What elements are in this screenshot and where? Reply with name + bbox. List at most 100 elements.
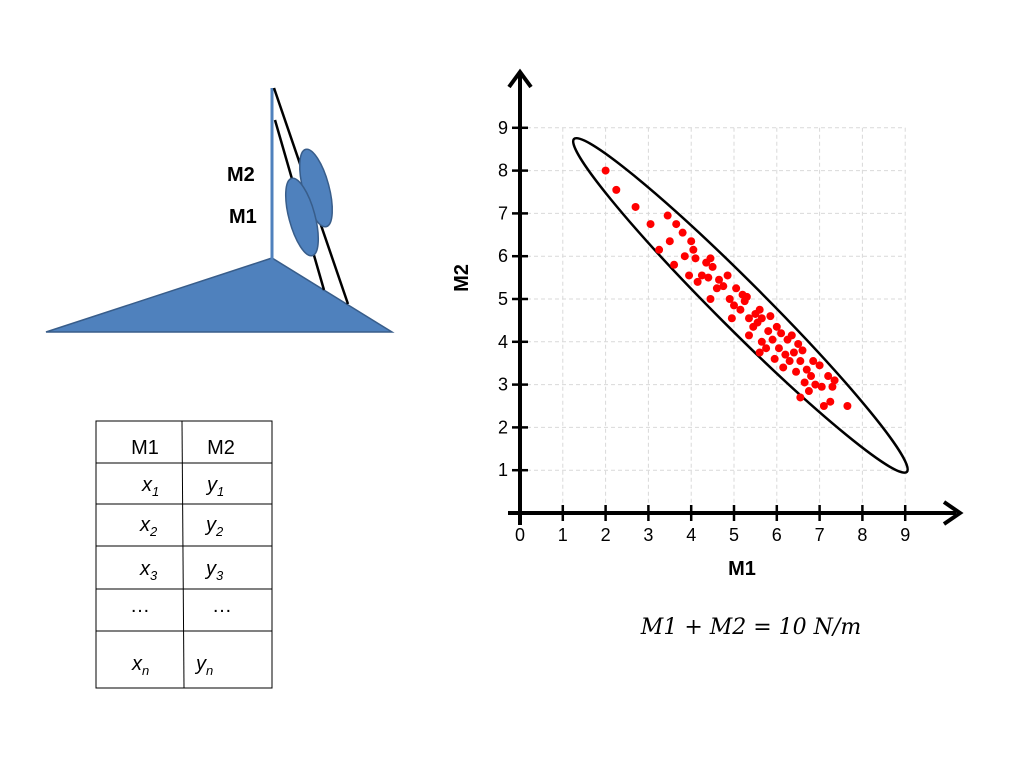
y-tick-label: 4 xyxy=(498,332,508,352)
x-tick-label: 5 xyxy=(729,525,739,545)
scatter-point xyxy=(687,237,696,246)
scatter-point xyxy=(796,393,805,402)
data-table: M1 M2 x1 y1 x2 y2 x3 y3 … … xn yn xyxy=(95,420,273,689)
table-cell-x1: x1 xyxy=(141,474,159,499)
scatter-point xyxy=(794,339,803,348)
table-header-m1: M1 xyxy=(131,437,159,459)
scatter-point xyxy=(736,305,745,314)
y-tick-label: 9 xyxy=(498,118,508,138)
scatter-point xyxy=(804,387,813,396)
scatter-point xyxy=(768,335,777,344)
scatter-point xyxy=(655,245,664,254)
scatter-point xyxy=(792,367,801,376)
x-tick-label: 8 xyxy=(857,525,867,545)
x-tick-label: 2 xyxy=(601,525,611,545)
scatter-point xyxy=(612,185,621,194)
scatter-point xyxy=(601,166,610,175)
scatter-point xyxy=(809,357,818,366)
x-tick-label: 1 xyxy=(558,525,568,545)
scatter-point xyxy=(744,314,753,323)
scatter-point xyxy=(817,382,826,391)
scatter-point xyxy=(830,376,839,385)
x-tick-label: 4 xyxy=(686,525,696,545)
m2-diagram-label: M2 xyxy=(227,164,255,186)
scatter-point xyxy=(807,372,816,381)
scatter-point xyxy=(785,357,794,366)
scatter-point xyxy=(691,254,700,263)
x-tick-label: 7 xyxy=(815,525,825,545)
chart-ticks: 0 1 2 3 4 5 6 7 8 9 1 2 3 4 5 6 7 8 9 xyxy=(498,118,910,545)
scatter-points xyxy=(601,166,852,410)
x-tick-label: 6 xyxy=(772,525,782,545)
table-cell-x2: x2 xyxy=(139,514,158,539)
x-tick-label: 0 xyxy=(515,525,525,545)
confidence-ellipse-layer xyxy=(571,136,909,474)
x-axis-arrowhead xyxy=(942,500,964,526)
table-cell-ellipsis-m2: … xyxy=(212,595,232,617)
scatter-point xyxy=(755,348,764,357)
scatter-point xyxy=(789,348,798,357)
table-cell-y3: y3 xyxy=(204,558,224,583)
scatter-point xyxy=(697,271,706,280)
confidence-ellipse xyxy=(571,136,909,474)
y-axis-arrowhead xyxy=(507,68,533,89)
x-axis-label: M1 xyxy=(728,558,756,580)
scatter-point xyxy=(708,262,717,271)
ellipse-diagram: M2 M1 xyxy=(45,87,395,333)
scatter-point xyxy=(685,271,694,280)
scatter-point xyxy=(732,284,741,293)
scatter-point xyxy=(770,354,779,363)
x-tick-label: 3 xyxy=(643,525,653,545)
scatter-point xyxy=(815,361,824,370)
scatter-point xyxy=(819,402,828,410)
y-tick-label: 8 xyxy=(498,161,508,181)
x-tick-label: 9 xyxy=(900,525,910,545)
table-cell-yn: yn xyxy=(194,653,213,678)
scatter-point xyxy=(706,254,715,263)
scatter-point xyxy=(646,220,655,229)
scatter-point xyxy=(802,365,811,374)
y-tick-label: 7 xyxy=(498,203,508,223)
scatter-point xyxy=(755,305,764,314)
scatter-point xyxy=(779,363,788,372)
scatter-point xyxy=(706,295,715,303)
table-cell-x3: x3 xyxy=(139,558,158,583)
constraint-equation: M1 + M2 = 10 N/m xyxy=(640,615,861,640)
scatter-point xyxy=(777,329,786,338)
table-header-m2: M2 xyxy=(207,437,235,459)
scatter-point xyxy=(693,277,702,286)
scatter-point xyxy=(712,284,721,293)
scatter-point xyxy=(787,331,796,340)
scatter-point xyxy=(772,322,781,331)
scatter-point xyxy=(811,380,820,389)
scatter-point xyxy=(672,220,681,229)
y-axis-label: M2 xyxy=(451,264,473,292)
scatter-point xyxy=(715,275,724,284)
scatter-point xyxy=(727,314,736,323)
table-cell-y2: y2 xyxy=(204,514,224,539)
scatter-point xyxy=(826,397,835,406)
table-cell-ellipsis-m1: … xyxy=(130,595,150,617)
scatter-point xyxy=(689,245,698,254)
scatter-point xyxy=(798,346,807,355)
table-cell-xn: xn xyxy=(131,653,149,678)
scatter-point xyxy=(663,211,672,220)
scatter-point xyxy=(824,372,833,381)
y-tick-label: 3 xyxy=(498,375,508,395)
y-tick-label: 2 xyxy=(498,417,508,437)
scatter-point xyxy=(719,282,728,291)
base-triangle xyxy=(45,257,395,333)
scatter-point xyxy=(723,271,732,280)
scatter-point xyxy=(725,295,734,303)
scatter-point xyxy=(800,378,809,387)
y-tick-label: 1 xyxy=(498,460,508,480)
scatter-point xyxy=(766,312,775,321)
scatter-chart: 0 1 2 3 4 5 6 7 8 9 1 2 3 4 5 6 7 8 9 M1 M2 xyxy=(451,68,964,580)
scatter-point xyxy=(828,382,837,391)
scatter-point xyxy=(757,337,766,346)
scatter-point xyxy=(631,202,640,211)
scatter-point xyxy=(762,344,771,353)
m1-diagram-label: M1 xyxy=(229,206,257,228)
table-cell-y1: y1 xyxy=(205,474,224,499)
scatter-point xyxy=(843,402,852,410)
